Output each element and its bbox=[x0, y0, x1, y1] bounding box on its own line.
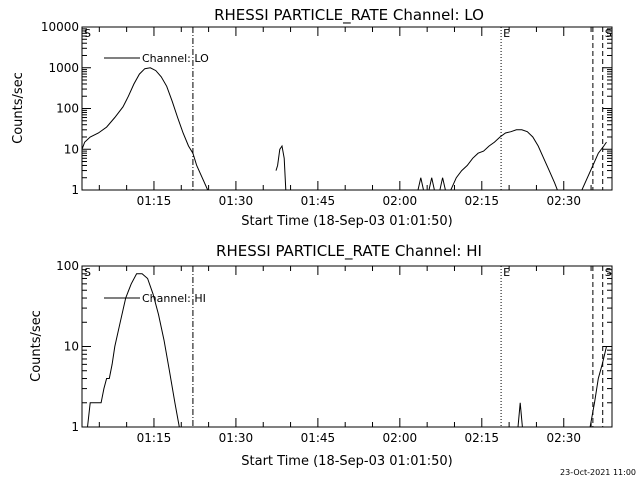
panel-hi-title: RHESSI PARTICLE_RATE Channel: HI bbox=[216, 242, 482, 261]
panel-hi-x-tick-label: 01:30 bbox=[219, 431, 254, 445]
panel-hi-x-ticks: 01:15 01:30 01:45 02:00 02:15 02:30 bbox=[98, 266, 592, 445]
panel-hi-series bbox=[82, 273, 607, 427]
panel-hi-y-tick-label: 1 bbox=[71, 420, 79, 434]
panel-lo-y-tick-label: 1000 bbox=[48, 61, 79, 75]
panel-lo-x-tick-label: 01:15 bbox=[137, 194, 172, 208]
panel-lo-series-segment bbox=[275, 144, 287, 190]
panel-lo-y-tick-label: 1 bbox=[71, 183, 79, 197]
panel-lo: RHESSI PARTICLE_RATE Channel: LO 1101001… bbox=[11, 6, 613, 229]
panel-lo-legend: Channel: LO bbox=[104, 52, 209, 65]
panel-lo-title: RHESSI PARTICLE_RATE Channel: LO bbox=[214, 6, 484, 25]
panel-lo-series bbox=[82, 67, 607, 190]
panel-lo-x-tick-label: 02:00 bbox=[383, 194, 418, 208]
panel-hi-series-segment bbox=[82, 273, 180, 427]
panel-lo-y-tick-label: 10000 bbox=[41, 20, 79, 34]
panel-hi-y-ticks: 1 10 100 bbox=[56, 259, 612, 434]
panel-hi-marker-label: S bbox=[84, 266, 91, 279]
panel-lo-x-ticks: 01:15 01:30 01:45 02:00 02:15 02:30 bbox=[98, 27, 592, 208]
plot-timestamp: 23-Oct-2021 11:00 bbox=[560, 468, 636, 477]
panel-hi-x-tick-label: 01:45 bbox=[301, 431, 336, 445]
panel-lo-marker-label: E bbox=[503, 27, 510, 40]
panel-lo-x-tick-label: 01:45 bbox=[301, 194, 336, 208]
panel-hi-legend: Channel: HI bbox=[104, 292, 206, 305]
panel-lo-series-segment bbox=[439, 177, 446, 190]
panel-lo-series-segment bbox=[428, 177, 435, 190]
panel-hi-x-tick-label: 02:15 bbox=[464, 431, 499, 445]
panel-lo-series-segment bbox=[581, 141, 607, 190]
panel-hi-legend-label: Channel: HI bbox=[142, 292, 206, 305]
panel-lo-legend-label: Channel: LO bbox=[142, 52, 209, 65]
panel-lo-marker-label: S bbox=[84, 27, 91, 40]
panel-hi-x-tick-label: 02:00 bbox=[383, 431, 418, 445]
panel-hi: RHESSI PARTICLE_RATE Channel: HI 110100 … bbox=[29, 242, 613, 469]
panel-lo-y-tick-label: 100 bbox=[56, 102, 79, 116]
panel-lo-marker-label: S bbox=[605, 27, 612, 40]
panel-hi-marker-label: S bbox=[605, 266, 612, 279]
panel-lo-series-segment bbox=[450, 129, 558, 190]
panel-hi-y-tick-label: 10 bbox=[64, 340, 79, 354]
panel-hi-x-tick-label: 02:30 bbox=[546, 431, 581, 445]
panel-hi-series-segment bbox=[517, 402, 523, 427]
panel-lo-y-axis-label: Counts/sec bbox=[11, 72, 26, 144]
panel-hi-y-axis-label: Counts/sec bbox=[29, 310, 44, 382]
panel-lo-series-segment bbox=[417, 177, 424, 190]
panel-hi-y-tick-label: 100 bbox=[56, 259, 79, 273]
panel-lo-x-tick-label: 01:30 bbox=[219, 194, 254, 208]
panel-lo-y-ticks: 1 10 100 1000 10000 bbox=[41, 20, 612, 197]
panel-hi-x-axis-label: Start Time (18-Sep-03 01:01:50) bbox=[241, 454, 452, 469]
panel-hi-series-segment bbox=[589, 346, 607, 427]
panel-lo-x-tick-label: 02:30 bbox=[546, 194, 581, 208]
panel-hi-marker-label: E bbox=[503, 266, 510, 279]
panel-hi-frame bbox=[81, 265, 613, 428]
panel-lo-x-axis-label: Start Time (18-Sep-03 01:01:50) bbox=[241, 214, 452, 229]
panel-lo-series-segment bbox=[82, 67, 209, 190]
panel-hi-x-tick-label: 01:15 bbox=[137, 431, 172, 445]
panel-lo-y-tick-label: 10 bbox=[64, 142, 79, 156]
panel-lo-x-tick-label: 02:15 bbox=[464, 194, 499, 208]
